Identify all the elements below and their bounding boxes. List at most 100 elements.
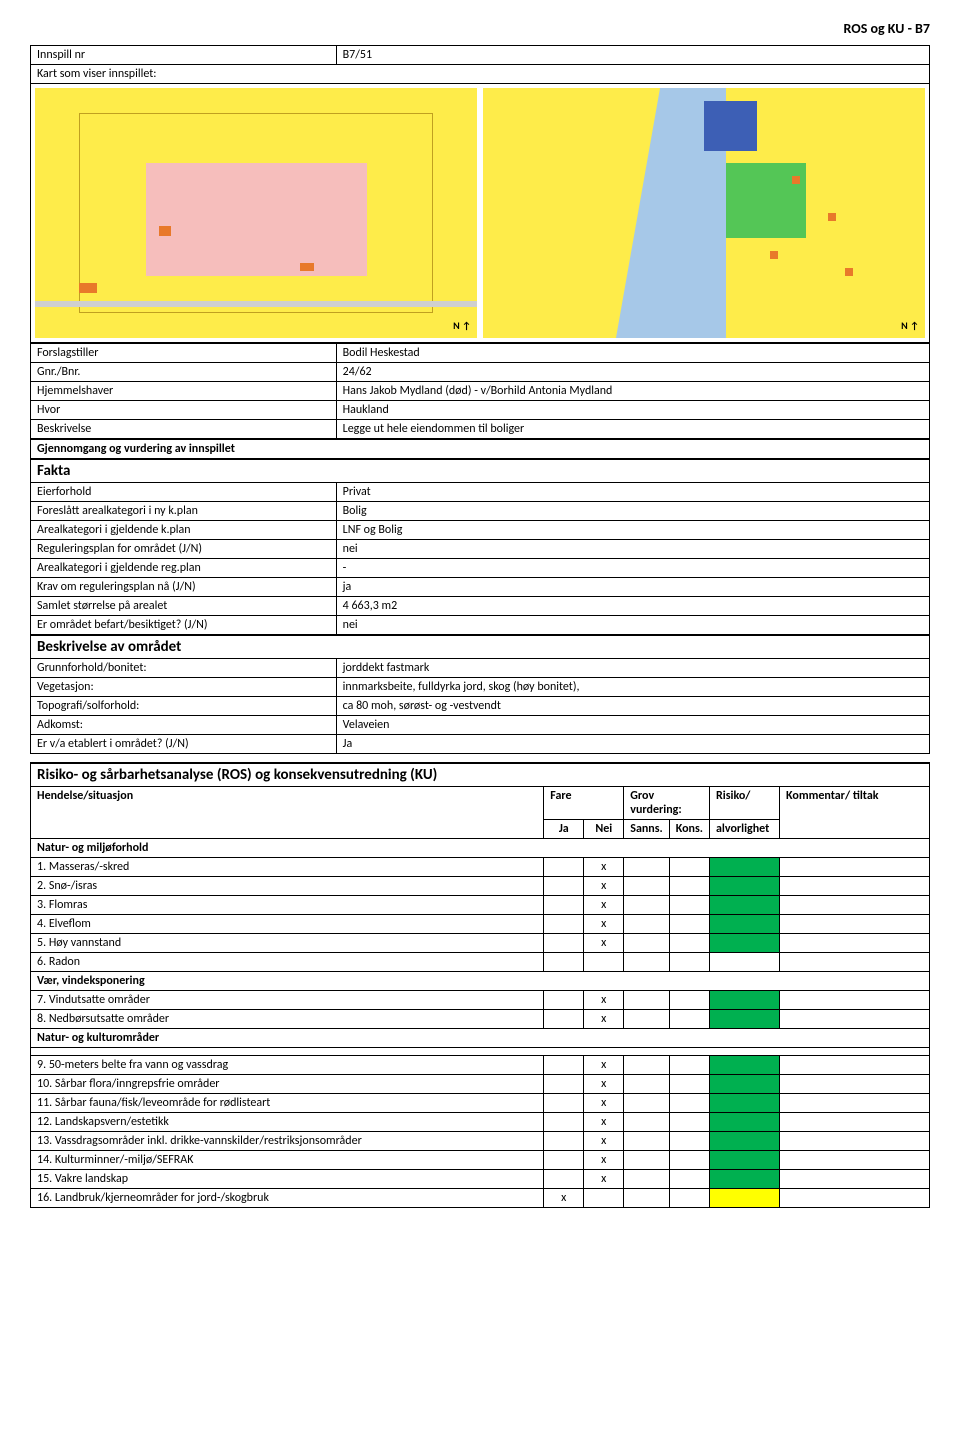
ros-kons (669, 896, 709, 915)
ros-row: 2. Snø-/isras x (31, 877, 930, 896)
ros-kons (669, 1132, 709, 1151)
info-row: HvorHaukland (31, 401, 930, 420)
ros-row: 15. Vakre landskap x (31, 1170, 930, 1189)
besk-value: jorddekt fastmark (336, 659, 929, 678)
ros-row: 16. Landbruk/kjerneområder for jord-/sko… (31, 1189, 930, 1208)
besk-row: Grunnforhold/bonitet:jorddekt fastmark (31, 659, 930, 678)
ros-risk (710, 858, 780, 877)
col-kons: Kons. (669, 820, 709, 839)
info-row: Gnr./Bnr.24/62 (31, 363, 930, 382)
ros-risk (710, 1010, 780, 1029)
ros-risk (710, 1151, 780, 1170)
ros-risk (710, 896, 780, 915)
ros-nei (584, 953, 624, 972)
ros-sanns (624, 1075, 669, 1094)
ros-kons (669, 991, 709, 1010)
ros-nei: x (584, 1113, 624, 1132)
col-ja: Ja (544, 820, 584, 839)
ros-label: 7. Vindutsatte områder (31, 991, 544, 1010)
natur-header: Natur- og miljøforhold (31, 839, 930, 858)
besk-label: Er v/a etablert i området? (J/N) (31, 735, 337, 754)
fakta-table: Gjennomgang og vurdering av innspillet F… (30, 439, 930, 754)
ros-risk (710, 1132, 780, 1151)
fakta-row: Foreslått arealkategori i ny k.planBolig (31, 502, 930, 521)
ros-sanns (624, 1010, 669, 1029)
ros-label: 13. Vassdragsområder inkl. drikke-vannsk… (31, 1132, 544, 1151)
fakta-value: nei (336, 616, 929, 636)
ros-row: 12. Landskapsvern/estetikk x (31, 1113, 930, 1132)
info-row: BeskrivelseLegge ut hele eiendommen til … (31, 420, 930, 439)
ros-risk (710, 1056, 780, 1075)
ros-sanns (624, 896, 669, 915)
ros-nei: x (584, 1056, 624, 1075)
ros-kons (669, 1189, 709, 1208)
fakta-label: Samlet størrelse på arealet (31, 597, 337, 616)
ros-kons (669, 953, 709, 972)
ros-risk (710, 915, 780, 934)
ros-label: 15. Vakre landskap (31, 1170, 544, 1189)
info-table: ForslagstillerBodil HeskestadGnr./Bnr.24… (30, 343, 930, 439)
ros-sanns (624, 1170, 669, 1189)
ros-comment (780, 1010, 930, 1029)
ros-row: 8. Nedbørsutsatte områder x (31, 1010, 930, 1029)
ros-nei: x (584, 858, 624, 877)
fakta-row: Arealkategori i gjeldende reg.plan- (31, 559, 930, 578)
ros-sanns (624, 877, 669, 896)
ros-label: 1. Masseras/-skred (31, 858, 544, 877)
ros-ja (544, 1113, 584, 1132)
kart-label: Kart som viser innspillet: (31, 65, 930, 84)
info-value: Bodil Heskestad (336, 344, 929, 363)
fakta-value: ja (336, 578, 929, 597)
fakta-value: nei (336, 540, 929, 559)
ros-ja (544, 896, 584, 915)
ros-sanns (624, 1094, 669, 1113)
fakta-row: Samlet størrelse på arealet4 663,3 m2 (31, 597, 930, 616)
ros-nei: x (584, 934, 624, 953)
ros-kons (669, 877, 709, 896)
besk-header: Beskrivelse av området (31, 635, 930, 659)
ros-header: Risiko- og sårbarhetsanalyse (ROS) og ko… (31, 763, 930, 787)
main-table: Innspill nr B7/51 Kart som viser innspil… (30, 45, 930, 343)
innspill-row: Innspill nr B7/51 (31, 46, 930, 65)
ros-ja (544, 858, 584, 877)
ros-comment (780, 1189, 930, 1208)
ros-row: 9. 50-meters belte fra vann og vassdrag … (31, 1056, 930, 1075)
col-fare: Fare (544, 787, 624, 820)
info-value: Legge ut hele eiendommen til boliger (336, 420, 929, 439)
map-right: N ↑ (483, 88, 925, 338)
ros-nei: x (584, 991, 624, 1010)
ros-risk (710, 991, 780, 1010)
ros-ja (544, 1132, 584, 1151)
besk-row: Topografi/solforhold:ca 80 moh, sørøst- … (31, 697, 930, 716)
info-row: HjemmelshaverHans Jakob Mydland (død) - … (31, 382, 930, 401)
ros-kons (669, 858, 709, 877)
ros-risk (710, 1075, 780, 1094)
col-kommentar: Kommentar/ tiltak (780, 787, 930, 839)
ros-comment (780, 915, 930, 934)
ros-ja (544, 1151, 584, 1170)
page-header-id: ROS og KU - B7 (30, 20, 930, 37)
ros-col-row1: Hendelse/situasjon Fare Grov vurdering: … (31, 787, 930, 820)
ros-nei: x (584, 915, 624, 934)
fakta-header: Fakta (31, 459, 930, 483)
ros-row: 11. Sårbar fauna/fisk/leveområde for rød… (31, 1094, 930, 1113)
fakta-label: Arealkategori i gjeldende reg.plan (31, 559, 337, 578)
ros-label: 10. Sårbar flora/inngrepsfrie områder (31, 1075, 544, 1094)
ros-comment (780, 934, 930, 953)
ros-row: 5. Høy vannstand x (31, 934, 930, 953)
info-row: ForslagstillerBodil Heskestad (31, 344, 930, 363)
ros-ja (544, 915, 584, 934)
map-row: N ↑ N ↑ (31, 84, 930, 343)
besk-value: ca 80 moh, sørøst- og -vestvendt (336, 697, 929, 716)
ros-label: 14. Kulturminner/-miljø/SEFRAK (31, 1151, 544, 1170)
besk-label: Topografi/solforhold: (31, 697, 337, 716)
ros-label: 6. Radon (31, 953, 544, 972)
besk-label: Grunnforhold/bonitet: (31, 659, 337, 678)
info-value: Haukland (336, 401, 929, 420)
ros-label: 12. Landskapsvern/estetikk (31, 1113, 544, 1132)
info-value: 24/62 (336, 363, 929, 382)
ros-sanns (624, 1113, 669, 1132)
ros-nei: x (584, 1075, 624, 1094)
ros-kons (669, 1170, 709, 1189)
besk-label: Vegetasjon: (31, 678, 337, 697)
